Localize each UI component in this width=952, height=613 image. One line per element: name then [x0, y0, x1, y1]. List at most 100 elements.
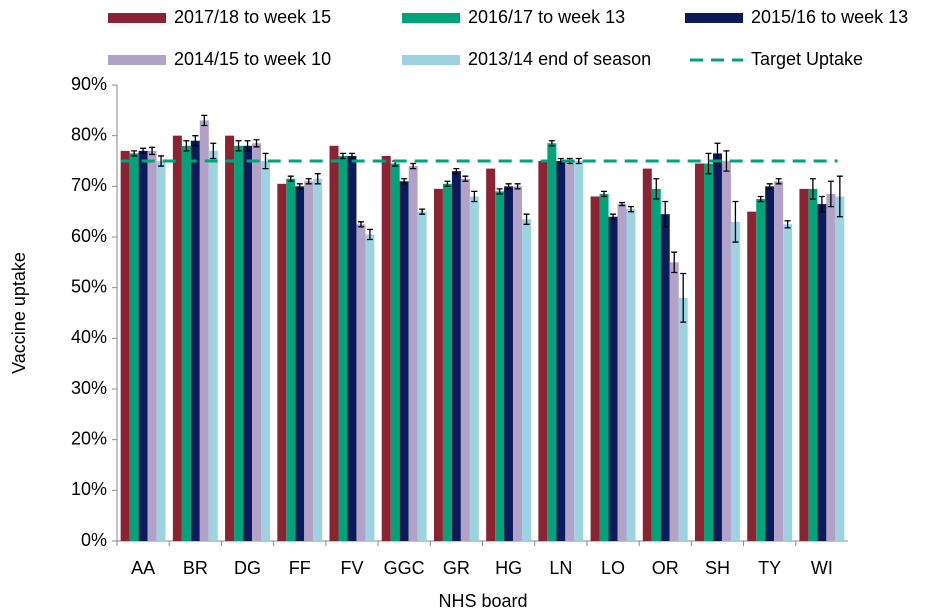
- x-tick-label: DG: [234, 558, 261, 578]
- bar: [730, 221, 740, 542]
- error-bar: [523, 213, 530, 225]
- bar: [678, 297, 688, 541]
- bar: [356, 224, 366, 542]
- x-tick-label: TY: [758, 558, 781, 578]
- bar: [799, 188, 809, 541]
- x-tick-label: GGC: [384, 558, 425, 578]
- y-tick-label: 30%: [71, 378, 107, 398]
- x-tick-label: GR: [443, 558, 470, 578]
- error-bar: [557, 157, 564, 165]
- bar: [783, 224, 793, 542]
- error-bar: [601, 190, 608, 198]
- bar: [626, 209, 636, 541]
- bar: [347, 155, 357, 541]
- error-bar: [296, 183, 303, 190]
- bar: [129, 153, 139, 541]
- y-tick-label: 40%: [71, 327, 107, 347]
- error-bar: [348, 152, 355, 160]
- bar: [574, 161, 584, 541]
- y-tick-label: 70%: [71, 175, 107, 195]
- bar: [599, 193, 609, 541]
- error-bar: [444, 180, 451, 187]
- error-bar: [827, 180, 834, 208]
- error-bar: [357, 221, 364, 228]
- y-axis-title: Vaccine uptake: [9, 252, 29, 374]
- bar: [695, 163, 704, 542]
- error-bar: [784, 220, 791, 229]
- bar: [304, 181, 314, 541]
- bar: [190, 140, 200, 541]
- bar: [433, 188, 443, 541]
- error-bar: [192, 135, 199, 147]
- error-bar: [158, 155, 165, 167]
- x-tick-label: SH: [705, 558, 730, 578]
- error-bar: [732, 200, 739, 243]
- bar: [513, 186, 523, 542]
- bar: [547, 143, 557, 541]
- bar: [808, 188, 818, 541]
- bar: [747, 211, 757, 541]
- error-bar: [610, 213, 617, 220]
- bar: [765, 186, 775, 542]
- error-bar: [244, 140, 251, 152]
- legend-label: Target Uptake: [751, 49, 863, 69]
- error-bar: [514, 183, 521, 190]
- legend-swatch: [685, 13, 743, 23]
- bar: [522, 219, 532, 541]
- bar: [120, 150, 130, 541]
- bar: [451, 171, 461, 541]
- bar: [286, 178, 296, 541]
- x-tick-label: OR: [652, 558, 679, 578]
- error-bar: [671, 251, 678, 274]
- error-bar: [757, 195, 764, 203]
- error-bar: [339, 152, 346, 160]
- bar: [365, 234, 375, 541]
- error-bar: [262, 152, 269, 170]
- error-bar: [419, 208, 426, 215]
- bar: [156, 161, 166, 541]
- bar: [295, 186, 305, 542]
- bar: [329, 145, 339, 542]
- bar: [495, 191, 505, 541]
- error-bar: [575, 157, 582, 165]
- legend-swatch: [402, 55, 460, 65]
- bar: [565, 161, 575, 541]
- bar: [721, 161, 731, 541]
- x-tick-label: LO: [601, 558, 625, 578]
- error-bar: [201, 114, 208, 127]
- y-tick-label: 90%: [71, 74, 107, 94]
- bar: [835, 196, 845, 541]
- bar: [469, 196, 479, 541]
- error-bar: [462, 175, 469, 182]
- bar: [243, 145, 253, 542]
- x-tick-label: FF: [289, 558, 311, 578]
- error-bar: [818, 195, 825, 213]
- error-bar: [253, 139, 260, 148]
- x-tick-label: FV: [340, 558, 363, 578]
- legend-label: 2014/15 to week 10: [174, 49, 331, 69]
- bar: [486, 168, 496, 541]
- x-tick-label: BR: [183, 558, 208, 578]
- error-bar: [453, 167, 460, 175]
- bar: [817, 204, 827, 542]
- x-tick-label: LN: [549, 558, 572, 578]
- error-bar: [183, 140, 190, 152]
- y-tick-label: 80%: [71, 124, 107, 144]
- y-tick-label: 10%: [71, 479, 107, 499]
- legend-label: 2016/17 to week 13: [468, 7, 625, 27]
- error-bar: [305, 178, 312, 185]
- y-tick-label: 50%: [71, 276, 107, 296]
- x-tick-label: AA: [131, 558, 155, 578]
- bar: [442, 183, 452, 542]
- error-bar: [140, 147, 147, 155]
- bar: [225, 135, 235, 541]
- error-bar: [680, 272, 687, 323]
- error-bar: [766, 183, 773, 190]
- bar: [408, 166, 418, 542]
- bar: [252, 143, 262, 541]
- bar: [138, 150, 148, 541]
- bar: [417, 211, 427, 541]
- legend-label: 2013/14 end of season: [468, 49, 651, 69]
- bar: [313, 178, 323, 541]
- error-bar: [287, 175, 294, 182]
